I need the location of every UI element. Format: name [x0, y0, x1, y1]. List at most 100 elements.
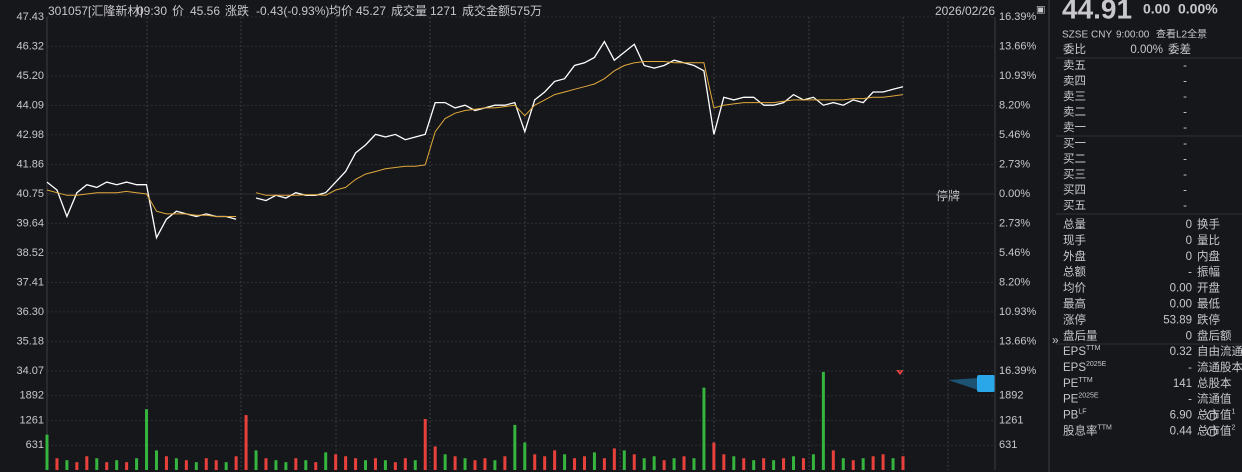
- volume-bar: [592, 452, 596, 470]
- volume-bar: [632, 454, 636, 470]
- volume-bar: [742, 458, 746, 470]
- info-icon: [1207, 410, 1217, 421]
- volume: 1271: [430, 4, 457, 18]
- stat-label-sup: 2025E: [1086, 361, 1107, 368]
- y2-tick-label: 5.46%: [999, 247, 1030, 259]
- volume-bar: [413, 460, 417, 470]
- stat-label: 外盘: [1063, 249, 1086, 263]
- volume-bar: [324, 452, 328, 470]
- stat-label2: 跌停: [1197, 312, 1220, 326]
- stat-label2: 振幅: [1197, 265, 1220, 279]
- stat-label: PETTM: [1063, 377, 1093, 390]
- y2-tick-label: 16.39%: [999, 11, 1037, 23]
- y2-tick-label: 13.66%: [999, 40, 1037, 52]
- stat-label2-text: 自由流通: [1197, 344, 1242, 358]
- volume-bar: [483, 458, 487, 470]
- stat-label2: 换手: [1197, 217, 1220, 231]
- stat-label-text: 盘后量: [1063, 328, 1098, 342]
- volume-bar: [214, 460, 218, 470]
- volume-bar: [732, 456, 736, 470]
- volume-bar: [841, 458, 845, 470]
- volume-bar: [224, 462, 228, 470]
- stat-label-sup: TTM: [1078, 377, 1093, 384]
- marker: [896, 370, 904, 375]
- stock-code: 301057[汇隆新材]: [48, 3, 143, 18]
- volume-bar: [712, 442, 716, 470]
- volume-bar: [811, 454, 815, 470]
- volume-bar: [861, 458, 865, 470]
- y-tick-label: 44.09: [16, 99, 44, 111]
- price-label: 价: [172, 4, 184, 18]
- stat-label: 总量: [1063, 217, 1086, 231]
- book-value: -: [1183, 169, 1187, 181]
- volume-bar: [393, 462, 397, 470]
- volume-bar: [702, 387, 706, 470]
- volume-bar: [453, 456, 457, 470]
- volume-bar: [801, 458, 805, 470]
- stat-value: 0: [1186, 219, 1192, 231]
- stat-value: 0: [1186, 251, 1192, 263]
- stat-label: 均价: [1063, 282, 1086, 295]
- volume-bar: [463, 458, 467, 470]
- volume-bar: [344, 456, 348, 470]
- y2-tick-label: 13.66%: [999, 335, 1037, 347]
- volume-bar: [612, 448, 616, 470]
- amount: 575万: [510, 4, 542, 18]
- y-tick-label: 40.75: [16, 188, 44, 200]
- stat-label-text: 总量: [1063, 217, 1086, 231]
- volume-bar: [553, 450, 557, 470]
- stat-value: 6.90: [1170, 410, 1192, 422]
- stat-label: 总额: [1063, 265, 1086, 279]
- stat-label2-text: 跌停: [1197, 312, 1220, 326]
- stat-label-text: 股息率: [1063, 424, 1098, 438]
- y-tick-label: 37.41: [16, 276, 44, 288]
- volume-bar: [234, 456, 238, 470]
- stat-label2-text: 总市值: [1197, 424, 1232, 438]
- book-value: -: [1183, 107, 1187, 119]
- book-label: 卖五: [1063, 59, 1086, 72]
- stat-label: PE2025E: [1063, 393, 1099, 406]
- book-value: -: [1183, 200, 1187, 212]
- volume-bar: [662, 460, 666, 470]
- stat-label2-sup: 1: [1232, 408, 1236, 415]
- stat-label2-sup: 2: [1232, 424, 1236, 431]
- collapse-icon[interactable]: »: [1052, 333, 1059, 347]
- stat-value: 0.00: [1170, 283, 1192, 295]
- volume-bar: [672, 458, 676, 470]
- fullscreen-icon[interactable]: ▣: [1036, 5, 1045, 16]
- float-button[interactable]: [977, 375, 995, 392]
- stat-label-text: EPS: [1063, 362, 1086, 374]
- date: 2026/02/26: [935, 4, 995, 18]
- y-tick-label: 631: [26, 439, 44, 451]
- stat-label-text: 均价: [1063, 282, 1086, 295]
- stat-value: -: [1188, 394, 1192, 406]
- time: 09:30: [137, 4, 167, 18]
- stat-value: -: [1188, 362, 1192, 374]
- y2-tick-label: 8.20%: [999, 99, 1030, 111]
- stat-label-text: PE: [1063, 394, 1079, 406]
- y2-tick-label: 10.93%: [999, 306, 1037, 318]
- volume-bar: [145, 409, 149, 470]
- l2-link[interactable]: 查看L2全景: [1156, 28, 1207, 41]
- volume-bar: [851, 460, 855, 470]
- stat-label2-text: 开盘: [1197, 281, 1220, 295]
- stat-label: EPSTTM: [1063, 345, 1101, 358]
- book-value: -: [1183, 91, 1187, 103]
- volume-bar: [314, 462, 318, 470]
- book-value: -: [1183, 154, 1187, 166]
- stat-label2-text: 振幅: [1197, 265, 1220, 279]
- float-button-tail: [948, 378, 978, 390]
- book-label: 卖三: [1063, 90, 1086, 103]
- volume-bar: [304, 460, 308, 470]
- ratio-label2: 委差: [1168, 42, 1191, 56]
- stat-label: 涨停: [1063, 312, 1086, 326]
- stat-label: EPS2025E: [1063, 361, 1107, 374]
- volume-bar: [891, 458, 895, 470]
- volume-bar: [115, 460, 119, 470]
- y-tick-label: 47.43: [16, 11, 44, 23]
- volume-bar: [85, 456, 89, 470]
- change-label: 涨跌: [225, 3, 249, 18]
- quote-time: 9:00:00: [1116, 30, 1150, 41]
- book-value: -: [1183, 60, 1187, 72]
- stat-label2: 流通股本: [1197, 360, 1242, 374]
